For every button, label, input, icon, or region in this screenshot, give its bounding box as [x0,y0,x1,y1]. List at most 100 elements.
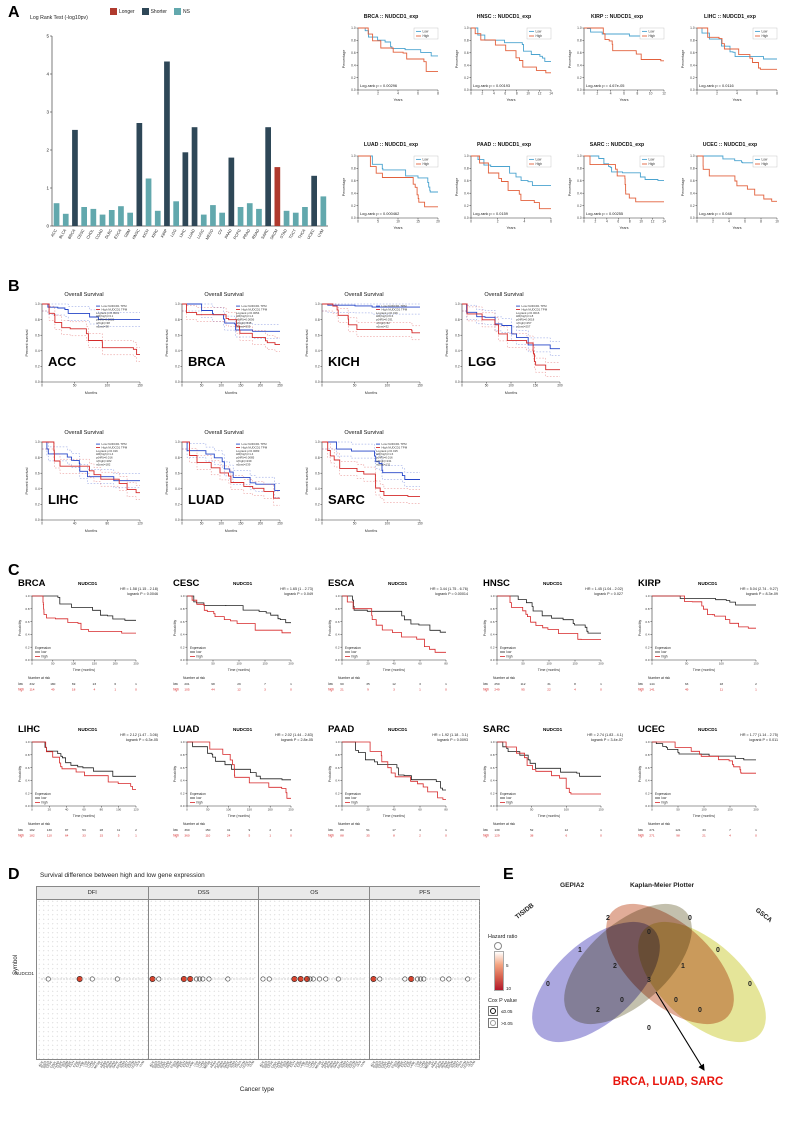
chart-text: 0.4 [175,349,180,353]
kmp-risk-value: 0 [600,688,602,692]
kmp-plot-BRCA: BRCA NUDCD1 HR = 1.58 (1.15 - 2.18) logrank… [14,578,162,720]
venn-count-7: 2 [613,963,617,970]
os-plot-canvas: 0.0 0.2 0.4 0.6 0.8 1.0 0 50 100 150 Percent survi… [25,302,143,395]
chart-text: 200 [557,384,563,388]
dotplot-title: Survival difference between high and low… [40,872,205,879]
chart-text: 0.2 [315,365,320,369]
kmp-curve-high [342,595,446,653]
kmp-risk-value: 6 [565,834,567,838]
chart-text: 0.2 [335,791,340,795]
os-legend-line: p(HR)=0.0085 [236,456,255,460]
chart-text: 0.6 [335,620,340,624]
chart-text: 0.6 [315,471,320,475]
kmp-risk-row-label: low [328,828,333,832]
chart-text: 0.4 [335,633,340,637]
km-legend-high: High [423,34,430,38]
chart-text: 0.0 [35,518,40,522]
os-plot-canvas: 0.0 0.2 0.4 0.6 0.8 1.0 0 50 100 150 200 Percent su… [445,302,563,395]
chart-text: 50 [51,662,55,666]
os-legend-line: n(high)=535 [236,321,252,325]
chart-text: 8 [636,92,638,96]
bar-PCPG [237,207,244,226]
kmp-xlabel: Time (months) [693,814,715,818]
dotplot-canvas [40,976,476,983]
dot-ns [106,977,110,981]
km-legend-box [752,155,778,168]
dot-ns [214,977,217,981]
chart-text: 1.0 [577,154,582,158]
bar-xlabel-KICH: KICH [141,228,150,239]
dotplot-ylabel: Symbol [13,955,19,976]
chart-text: 0 [41,384,43,388]
chart-text: 8 [776,92,778,96]
kmp-risk-value: 12 [565,828,569,832]
os-xlabel: Months [365,391,378,395]
chart-text: 0 [651,808,653,812]
kmp-risk-label: Number at risk [183,822,205,826]
os-legend-line: High NUDCD1 TPM [242,445,268,449]
os-ci-curve [322,310,420,341]
km-curve-high [471,27,551,74]
kmp-legend-low: low [662,650,667,654]
logrank-p-text: logrank P = 0.011 [749,737,778,742]
bar-xlabel-LUSC: LUSC [196,228,206,240]
chart-text: 0.4 [464,63,469,67]
chart-text: 0.6 [690,179,695,183]
bar-THCA [302,207,308,226]
chart-text: 150 [417,384,423,388]
chart-text: 100 [385,384,391,388]
os-legend-line: n(high)=182 [96,459,112,463]
kmp-plot-HNSC: HNSC NUDCD1 HR = 1.45 (1.04 - 2.02) logrank… [479,578,627,720]
chart-text: 0 [651,662,653,666]
hr-block: HR = 5.04 (2.74 - 9.27) logrank P = 8.3e-… [740,587,778,597]
chart-text: 0.8 [175,318,180,322]
chart-text: 0.0 [351,88,356,92]
dot-ns [128,977,131,981]
km-legend-box [413,27,439,40]
chart-text: 0.0 [180,804,185,808]
km-pvalue: Log-rank p = 4.67e-05 [586,83,624,88]
hr-text: HR = 2.02 (1.44 - 2.83) [275,733,313,737]
os-plot-title: Overall Survival [484,292,524,298]
kmp-curve-low [187,741,291,781]
os-ci-curve [182,310,280,352]
bar-ACC [53,203,60,226]
gene-label: NUDCD1 [543,581,563,586]
bar-xlabel-COAD: COAD [94,228,104,240]
dot-sig-PFS-KIRP [408,976,415,983]
bar-xlabel-UVM: UVM [316,228,325,238]
os-legend-line: p(HR)=0.016 [96,456,113,460]
chart-text: 0.2 [315,503,320,507]
cox-item-significant: ≤0.05 [488,1006,544,1016]
kmp-risk-row-label: high [328,688,334,692]
dot-ns [425,977,428,981]
chart-text: 0.4 [690,63,695,67]
os-legend-line: n(low)=38 [96,324,109,328]
dot-ns [457,977,460,981]
kmp-legend-high: high [507,800,513,804]
dot-ns [394,977,397,981]
chart-text: 0 [461,384,463,388]
dot-ns [69,977,72,981]
chart-text: 14 [662,220,666,224]
dot-open-PFS-KICH [402,976,408,982]
kmp-risk-value: 3 [264,688,266,692]
kmp-plot-UCEC: UCEC NUDCD1 HR = 1.77 (1.14 - 2.75) logrank… [634,724,782,866]
chart-text: 0.6 [577,179,582,183]
os-ci-curve [322,441,420,473]
km-curve-low [358,155,438,193]
bar-xlabel-DLBC: DLBC [104,228,114,240]
dot-ns [220,977,223,981]
km-plot-canvas: 0.0 0.2 0.4 0.6 0.8 1.0 0 2 4 6 8 10 12 14 Percentage Y… [455,26,553,102]
chart-text: 0.2 [577,76,582,80]
kmp-risk-value: 2 [269,828,271,832]
chart-text: 0.0 [25,658,30,662]
km-plot-canvas: 0.0 0.2 0.4 0.6 0.8 1.0 0 5 10 15 20 Percentage Year… [342,154,440,230]
dot-ns [167,977,170,981]
kmp-curve-low [342,741,446,791]
dot-ns [239,977,242,981]
kmp-risk-value: 4 [94,688,96,692]
legend-label-longer: Longer [119,8,135,15]
chart-text: 0 [181,522,183,526]
hr-text: HR = 1.92 (1.18 - 3.1) [432,733,468,737]
